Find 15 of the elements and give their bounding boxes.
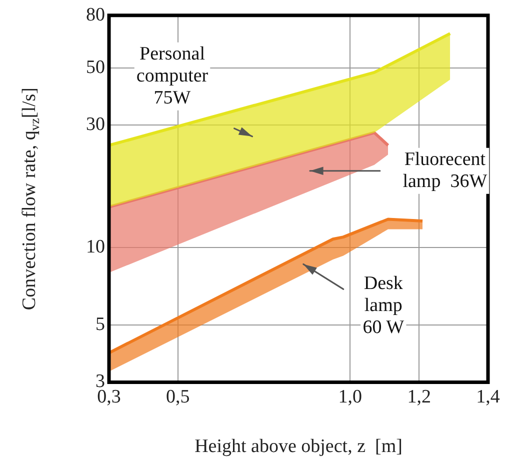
y-tick-label: 10	[86, 236, 105, 258]
x-tick-label: 1,0	[338, 386, 362, 408]
x-tick-label: 0,5	[166, 386, 190, 408]
y-tick-label: 30	[86, 114, 105, 135]
y-tick-label: 5	[96, 314, 105, 336]
x-tick-label: 1,4	[476, 386, 500, 408]
series-label: Personal computer 75W	[136, 43, 209, 108]
x-tick-label: 1,2	[407, 386, 431, 408]
x-axis-title: Height above object, z [m]	[194, 436, 402, 457]
y-tick-label: 80	[86, 4, 105, 26]
x-tick-label: 0,3	[97, 386, 121, 408]
series-label: Fluorecent lamp 36W	[402, 148, 488, 192]
text: Desk lamp 60 W	[362, 273, 404, 338]
y-tick-label: 50	[86, 56, 105, 78]
y-axis-title: Convection flow rate, qvz[l/s]	[18, 88, 42, 310]
